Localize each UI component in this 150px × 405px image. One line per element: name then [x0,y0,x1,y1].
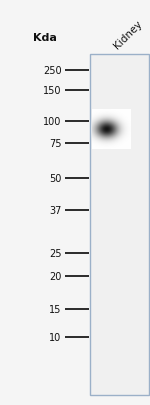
Text: Kidney: Kidney [112,19,144,51]
Text: 20: 20 [49,271,62,281]
Text: Kda: Kda [33,32,57,43]
Text: 150: 150 [43,86,62,96]
Text: 75: 75 [49,139,62,149]
Text: 100: 100 [43,117,62,126]
Text: 25: 25 [49,248,62,258]
Text: 37: 37 [49,206,62,215]
FancyBboxPatch shape [90,55,148,395]
Text: 50: 50 [49,174,62,184]
Text: 10: 10 [49,332,62,342]
Text: 15: 15 [49,304,62,314]
Text: 250: 250 [43,66,62,76]
